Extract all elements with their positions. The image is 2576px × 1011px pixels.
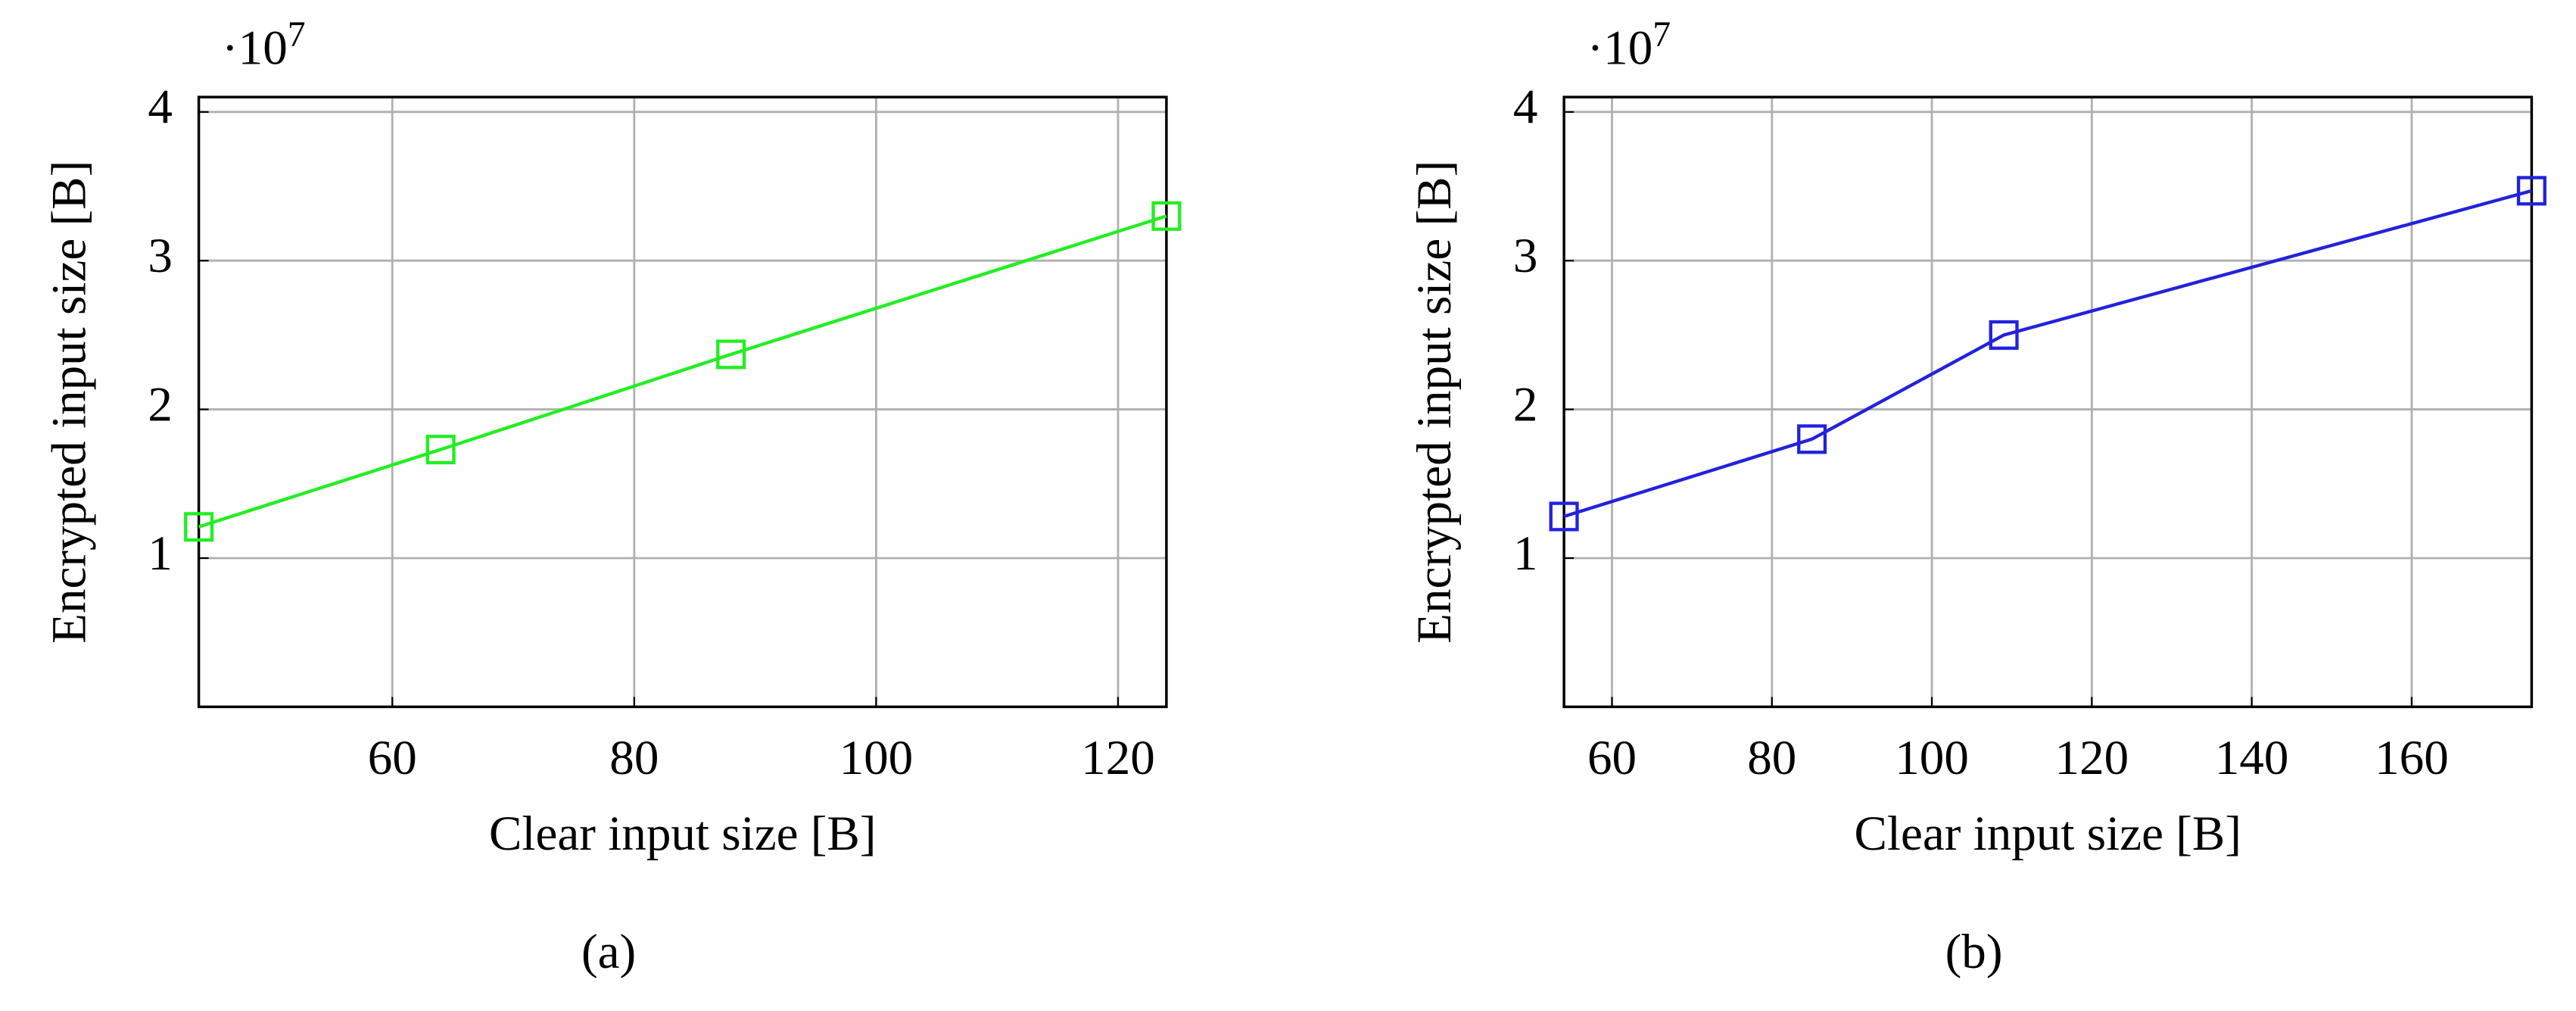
multiplier-base: ·10 (1587, 21, 1652, 76)
caption: (b) (1945, 925, 2003, 979)
chart: 60 80 100 120 1 2 3 4 ·107 Clear input size [B] En… (42, 14, 1182, 979)
data-marker (425, 435, 456, 465)
data-marker (1989, 320, 2019, 350)
caption: (a) (581, 925, 636, 979)
x-tick-label: 80 (609, 731, 659, 785)
y-tick-label: 4 (1513, 80, 1538, 135)
data-marker (184, 512, 214, 542)
data-marker (1151, 201, 1182, 231)
multiplier-exponent: 7 (288, 14, 306, 55)
y-tick-label: 1 (148, 526, 173, 581)
chart: 60 80 100 120 140 160 1 2 3 4 ·107 Clear input size… (1407, 14, 2546, 979)
data-marker (1797, 424, 1827, 454)
plot-frame (197, 95, 1168, 709)
axis-multiplier: ·107 (222, 14, 306, 76)
y-axis-title: Encrypted input size [B] (42, 161, 97, 644)
data-marker (1549, 501, 1579, 532)
data-line (1563, 189, 2532, 519)
x-tick-label: 100 (1895, 731, 1969, 785)
y-axis-title: Encrypted input size [B] (1407, 161, 1462, 644)
y-tick-label: 4 (148, 80, 173, 135)
axis-multiplier: ·107 (1587, 14, 1671, 76)
x-axis-title: Clear input size [B] (1854, 807, 2241, 861)
plot-frame (1562, 95, 2534, 709)
multiplier-base: ·10 (222, 21, 288, 76)
data-line (198, 214, 1167, 529)
y-tick-label: 3 (1513, 229, 1538, 283)
x-tick-label: 160 (2375, 731, 2449, 785)
y-tick-label: 1 (1513, 526, 1538, 581)
data-marker (716, 339, 746, 370)
y-tick-label: 2 (1513, 378, 1538, 432)
y-tick-label: 2 (148, 378, 173, 432)
x-tick-label: 80 (1747, 731, 1796, 785)
x-tick-label: 60 (1587, 731, 1637, 785)
data-marker (2516, 176, 2546, 206)
x-tick-label: 120 (2055, 731, 2129, 785)
x-tick-label: 100 (839, 731, 914, 785)
multiplier-exponent: 7 (1652, 14, 1671, 55)
x-tick-label: 140 (2215, 731, 2289, 785)
x-tick-label: 120 (1081, 731, 1155, 785)
x-axis-title: Clear input size [B] (489, 807, 877, 861)
x-tick-label: 60 (368, 731, 417, 785)
y-tick-label: 3 (148, 229, 173, 283)
